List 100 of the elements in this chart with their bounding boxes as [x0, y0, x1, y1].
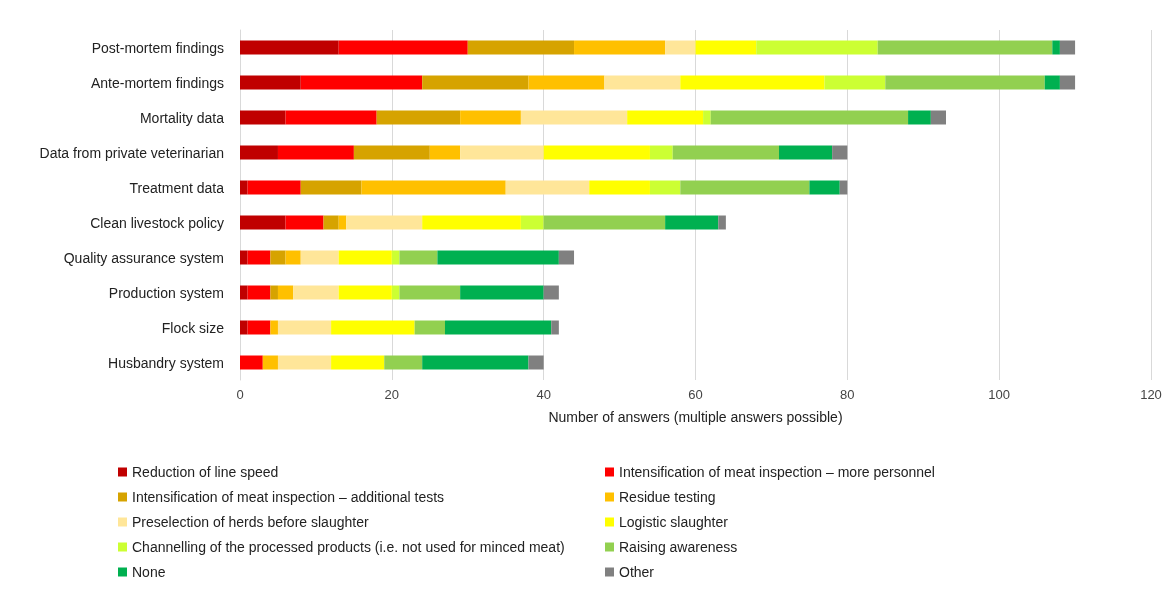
- bar: [1059, 40, 1076, 55]
- bar: [809, 180, 840, 195]
- bar: [680, 75, 825, 90]
- legend-label: Raising awareness: [619, 539, 738, 555]
- bar: [422, 215, 521, 230]
- bar: [520, 215, 544, 230]
- bar: [467, 40, 575, 55]
- bar: [277, 320, 332, 335]
- bar: [240, 285, 248, 300]
- bar: [429, 145, 461, 160]
- bar: [240, 110, 286, 125]
- bar: [247, 320, 271, 335]
- bar: [270, 285, 278, 300]
- bar: [1044, 75, 1060, 90]
- y-tick-label: Post-mortem findings: [91, 39, 224, 56]
- bar: [839, 180, 848, 195]
- bar: [703, 110, 711, 125]
- y-tick-label: Production system: [108, 284, 224, 301]
- bar: [543, 145, 650, 160]
- bar: [1052, 40, 1060, 55]
- bar: [293, 285, 339, 300]
- bar: [353, 145, 430, 160]
- bar: [885, 75, 1045, 90]
- bar: [346, 215, 423, 230]
- y-tick-label: Husbandry system: [108, 354, 224, 371]
- x-tick-label: 80: [840, 387, 855, 402]
- bar: [240, 320, 248, 335]
- bar: [285, 250, 301, 265]
- bar: [574, 40, 666, 55]
- y-tick-label: Mortality data: [139, 109, 225, 126]
- bar: [543, 285, 559, 300]
- bar: [300, 250, 339, 265]
- bar: [399, 250, 438, 265]
- bar: [505, 180, 590, 195]
- bar: [361, 180, 506, 195]
- bar: [779, 145, 833, 160]
- bar: [908, 110, 931, 125]
- bar: [391, 285, 400, 300]
- legend-label: Reduction of line speed: [132, 464, 279, 480]
- bar: [277, 145, 354, 160]
- legend-label: Intensification of meat inspection – additional tests: [132, 489, 445, 505]
- bar: [240, 145, 278, 160]
- bar: [460, 110, 521, 125]
- bar: [460, 285, 544, 300]
- bar: [414, 320, 445, 335]
- x-tick-label: 120: [1140, 387, 1162, 402]
- bar: [270, 250, 286, 265]
- bar: [710, 110, 909, 125]
- bar: [338, 215, 347, 230]
- bar: [338, 250, 392, 265]
- legend-label: Logistic slaughter: [619, 514, 729, 530]
- bar: [718, 215, 726, 230]
- x-axis-title: Number of answers (multiple answers possible): [548, 409, 843, 425]
- bar: [680, 180, 810, 195]
- bar: [832, 145, 848, 160]
- bar: [391, 250, 400, 265]
- bar: [422, 75, 529, 90]
- bar: [323, 215, 339, 230]
- bar: [1059, 75, 1076, 90]
- bar: [240, 355, 263, 370]
- bar: [444, 320, 552, 335]
- bar: [528, 355, 544, 370]
- bar: [240, 40, 339, 55]
- bar: [649, 180, 681, 195]
- bar: [437, 250, 559, 265]
- bar: [665, 215, 719, 230]
- legend-label: Residue testing: [619, 489, 716, 505]
- bar: [262, 355, 278, 370]
- bar: [384, 355, 423, 370]
- legend-label: Preselection of herds before slaughter: [132, 514, 369, 530]
- bar: [240, 180, 248, 195]
- x-tick-label: 40: [536, 387, 551, 402]
- bar: [399, 285, 461, 300]
- bar: [665, 40, 696, 55]
- legend-label: Intensification of meat inspection – more personnel: [619, 464, 935, 480]
- y-tick-label: Data from private veterinarian: [39, 144, 224, 161]
- legend-label: None: [132, 564, 166, 580]
- bar: [300, 180, 362, 195]
- bar: [247, 180, 301, 195]
- y-tick-label: Flock size: [161, 319, 225, 336]
- legend-label: Channelling of the processed products (i.e. not used for minced meat): [132, 539, 565, 555]
- bar: [247, 250, 271, 265]
- bar: [277, 355, 332, 370]
- bar: [695, 40, 757, 55]
- bar: [331, 355, 385, 370]
- bar: [930, 110, 947, 125]
- bar: [270, 320, 278, 335]
- bar: [460, 145, 544, 160]
- bar: [240, 215, 286, 230]
- x-tick-label: 20: [384, 387, 400, 402]
- bar: [277, 285, 294, 300]
- y-tick-label: Clean livestock policy: [90, 214, 224, 231]
- bar: [376, 110, 461, 125]
- bar: [589, 180, 650, 195]
- bar: [285, 215, 324, 230]
- bar: [551, 320, 559, 335]
- y-tick-label: Quality assurance system: [63, 249, 224, 266]
- bar: [240, 75, 301, 90]
- x-tick-label: 0: [236, 387, 244, 402]
- bar: [338, 40, 468, 55]
